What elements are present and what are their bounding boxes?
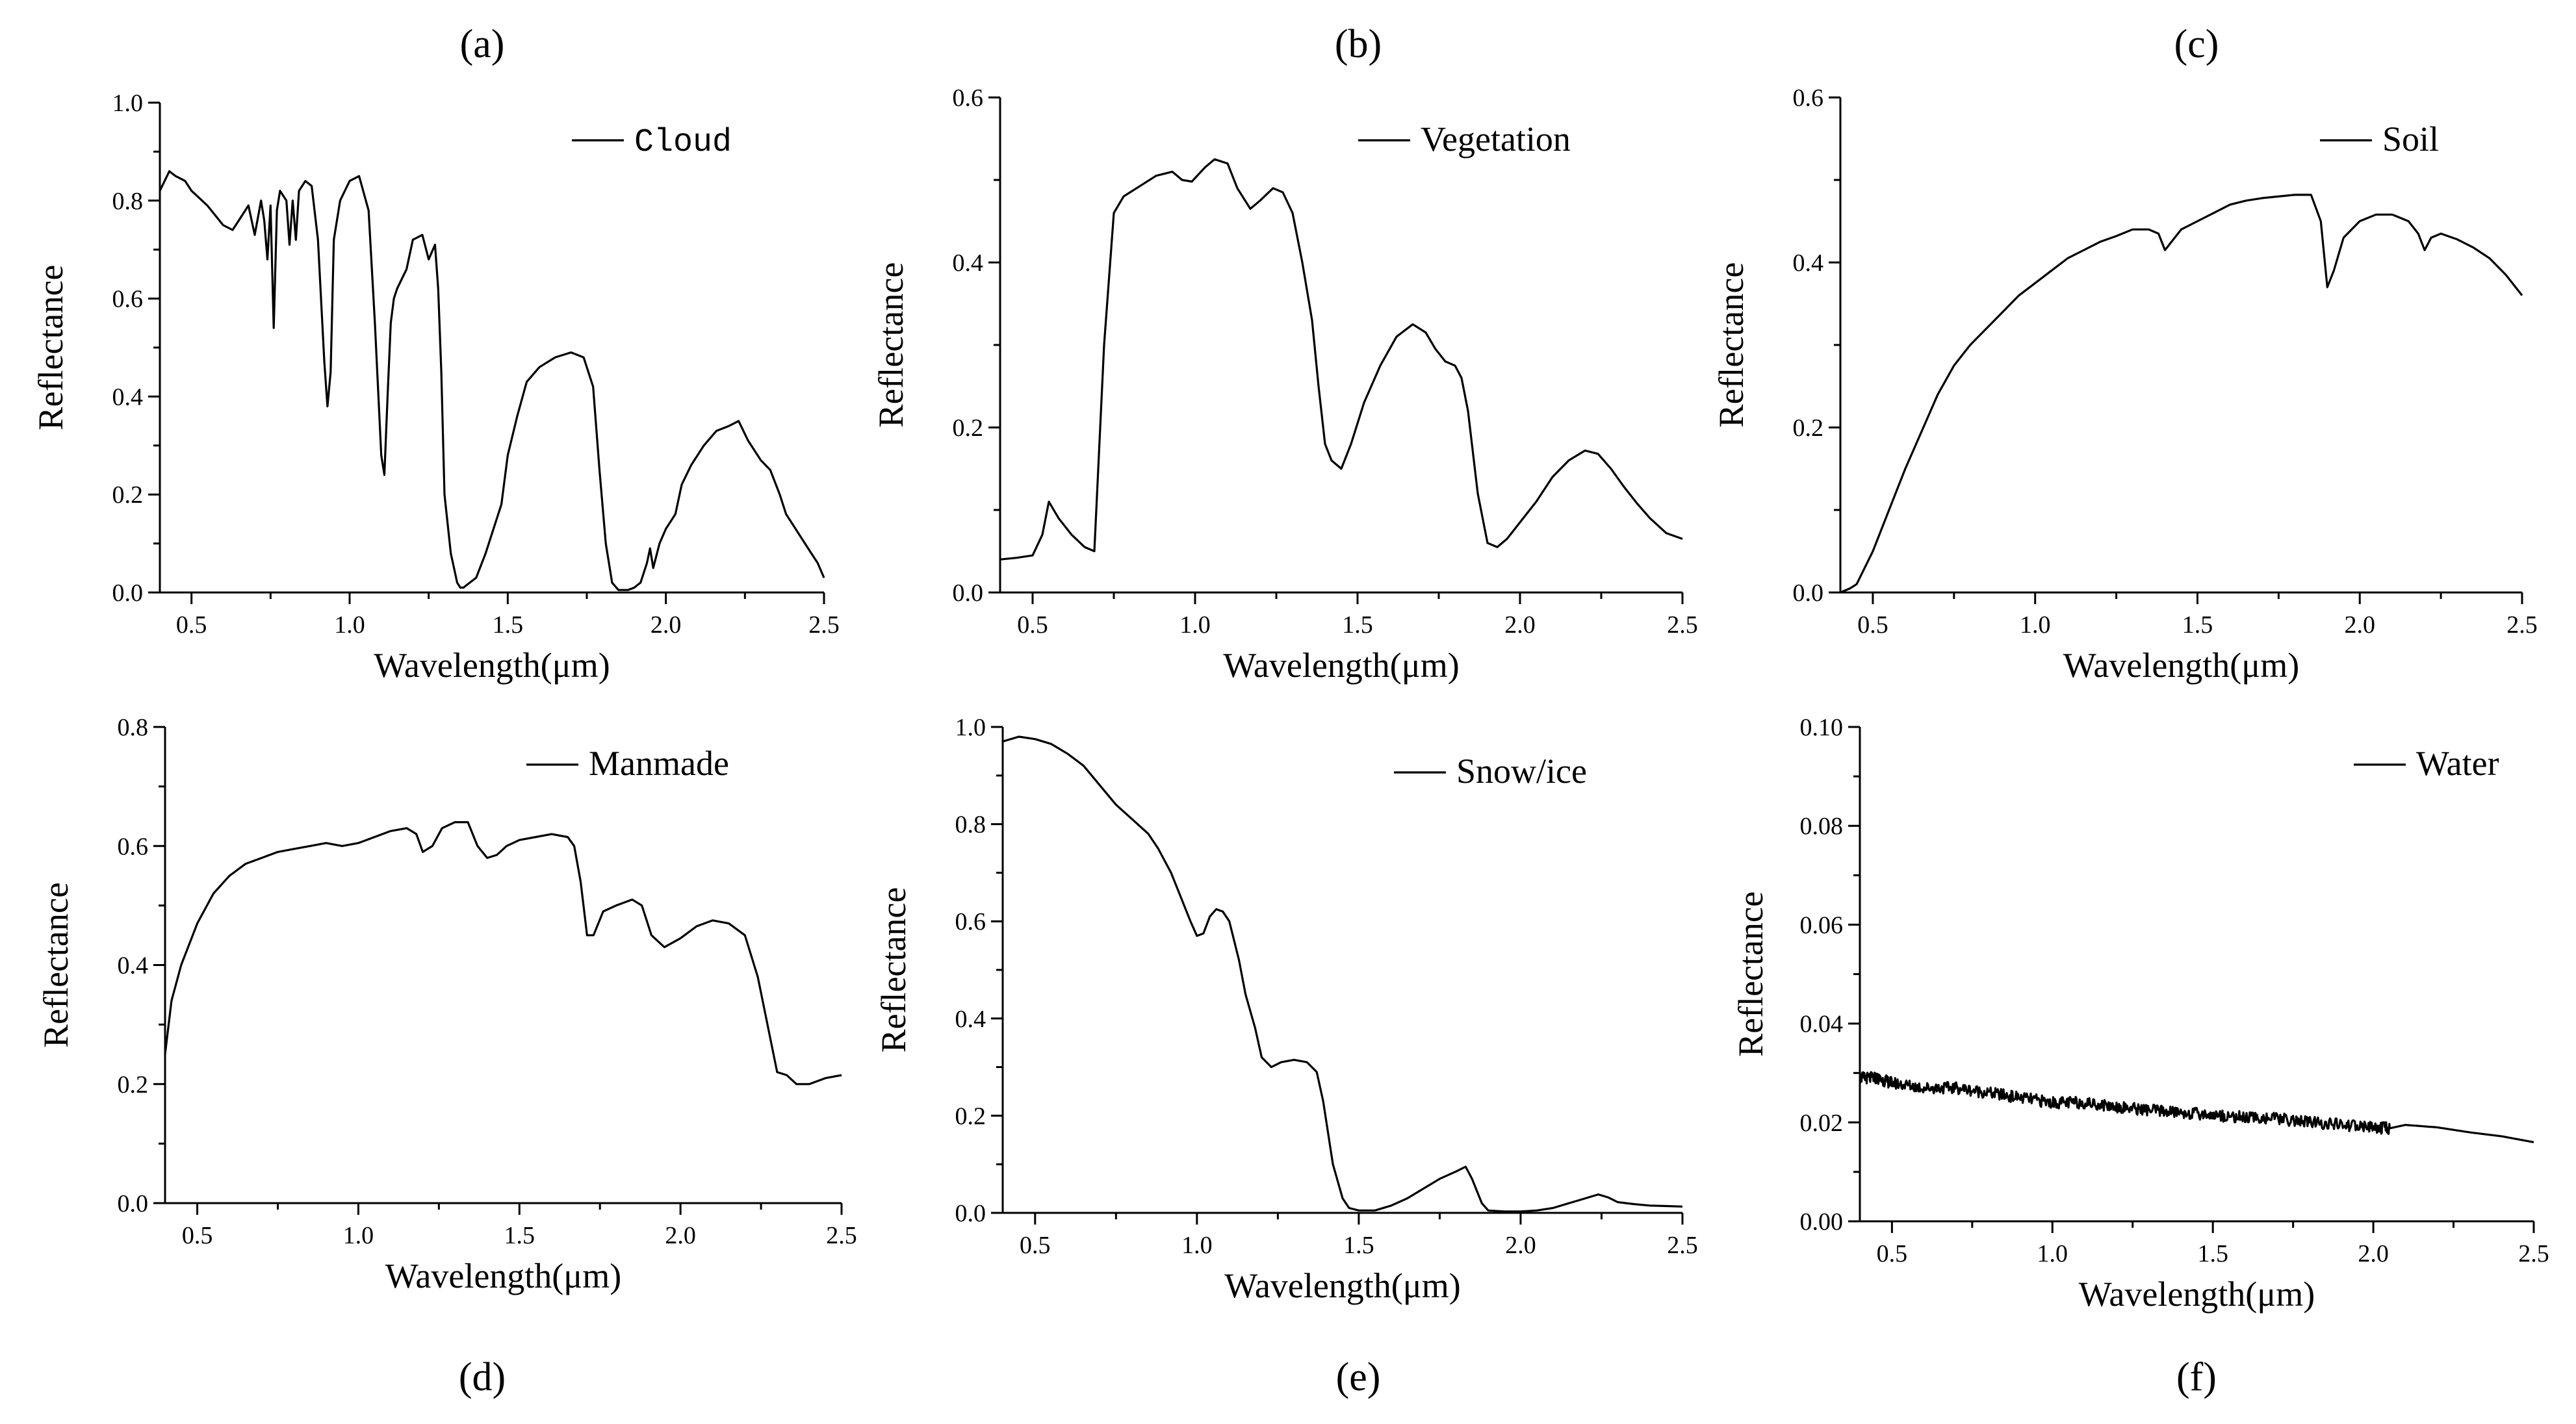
y-tick-label: 0.4	[955, 1006, 986, 1033]
x-axis-title: Wavelength(μm)	[2063, 646, 2299, 685]
y-tick-label: 0.6	[112, 286, 144, 313]
panel-label: (d)	[459, 1355, 506, 1399]
x-tick-label: 2.0	[2358, 1240, 2389, 1267]
y-tick-label: 0.6	[118, 833, 149, 860]
panel-f: 0.5 1.0 1.5 2.0 2.5 0.00 0.02 0.04 0.06 0.08 0.10 W…	[1731, 714, 2549, 1399]
series-line-water	[1859, 1071, 2534, 1143]
y-axis-title: Reflectance	[874, 887, 913, 1053]
panel-b: 0.5 1.0 1.5 2.0 2.5 0.0 0.2 0.4 0.6 Wavelength(μm…	[871, 22, 1698, 685]
x-tick-label: 0.5	[1877, 1240, 1908, 1267]
x-tick-label: 1.5	[1343, 1232, 1374, 1259]
panel-label: (c)	[2174, 22, 2219, 66]
y-tick-label: 0.2	[112, 481, 144, 509]
panel-label: (a)	[460, 22, 505, 66]
x-tick-label: 2.0	[650, 611, 682, 639]
y-axis-title: Reflectance	[871, 262, 910, 428]
x-axis-title: Wavelength(μm)	[1223, 646, 1459, 685]
legend-label: Vegetation	[1421, 120, 1571, 159]
x-tick-label: 0.5	[1857, 611, 1888, 639]
x-tick-label: 1.5	[2197, 1240, 2228, 1267]
y-tick-label: 0.4	[118, 952, 149, 980]
y-axis-title: Reflectance	[1731, 891, 1770, 1057]
y-tick-label: 0.0	[955, 1200, 986, 1227]
y-tick-label: 0.00	[1800, 1208, 1844, 1236]
panel-label: (b)	[1335, 22, 1382, 66]
panel-label: (e)	[1336, 1355, 1381, 1399]
y-tick-label: 0.8	[118, 714, 149, 741]
x-tick-label: 2.0	[2344, 611, 2375, 639]
panel-e: 0.5 1.0 1.5 2.0 2.5 0.0 0.2 0.4 0.6 0.8 1.0 Wavelen…	[874, 714, 1698, 1399]
x-tick-label: 2.0	[1504, 611, 1536, 639]
y-tick-label: 0.0	[1793, 579, 1824, 607]
y-tick-label: 0.4	[1793, 249, 1824, 277]
y-tick-label: 0.02	[1800, 1110, 1844, 1137]
x-tick-label: 1.5	[2182, 611, 2213, 639]
x-tick-label: 0.5	[176, 611, 207, 639]
x-tick-label: 0.5	[1017, 611, 1048, 639]
y-tick-label: 0.0	[953, 579, 984, 607]
legend-label: Manmade	[589, 744, 729, 783]
panel-label: (f)	[2176, 1355, 2217, 1399]
x-tick-label: 1.5	[493, 611, 524, 639]
x-axis-title: Wavelength(μm)	[385, 1256, 621, 1295]
y-axis-title: Reflectance	[31, 265, 70, 431]
x-tick-label: 2.5	[808, 611, 840, 639]
legend-label: Snow/ice	[1456, 752, 1587, 791]
panel-a: 0.5 1.0 1.5 2.0 2.5 0.0 0.2 0.4 0.6 0.8 1.0 Wavelen…	[31, 22, 840, 685]
x-tick-label: 2.5	[1667, 1232, 1698, 1259]
y-tick-label: 0.2	[118, 1071, 149, 1099]
x-axis-title: Wavelength(μm)	[2079, 1275, 2315, 1314]
series-line-cloud	[159, 170, 825, 591]
x-tick-label: 2.5	[826, 1222, 857, 1249]
x-axis-title: Wavelength(μm)	[1224, 1266, 1460, 1305]
y-tick-label: 0.2	[955, 1102, 986, 1130]
y-axis-title: Reflectance	[36, 882, 75, 1048]
legend-label: Cloud	[634, 124, 732, 161]
y-tick-label: 1.0	[112, 90, 144, 117]
x-axis-title: Wavelength(μm)	[374, 646, 610, 685]
x-tick-label: 1.0	[2037, 1240, 2068, 1267]
y-tick-label: 0.6	[1793, 84, 1824, 112]
x-tick-label: 0.5	[182, 1222, 213, 1249]
y-axis-title: Reflectance	[1712, 262, 1751, 428]
y-tick-label: 0.04	[1800, 1011, 1844, 1038]
x-tick-label: 2.0	[1505, 1232, 1536, 1259]
series-line-snow-ice	[1002, 735, 1683, 1213]
series-line-manmade	[164, 821, 842, 1086]
y-tick-label: 0.2	[1793, 414, 1824, 442]
y-tick-label: 0.6	[955, 908, 986, 935]
x-tick-label: 2.5	[1667, 611, 1698, 639]
y-tick-label: 0.4	[112, 383, 144, 411]
y-tick-label: 0.8	[955, 811, 986, 839]
legend-label: Water	[2416, 744, 2499, 783]
y-tick-label: 0.08	[1800, 813, 1844, 840]
panel-d: 0.5 1.0 1.5 2.0 2.5 0.0 0.2 0.4 0.6 0.8 Wavelength…	[36, 714, 857, 1399]
series-line-vegetation	[999, 158, 1683, 561]
y-tick-label: 0.0	[118, 1190, 149, 1217]
y-tick-label: 0.6	[953, 84, 984, 112]
y-tick-label: 0.06	[1800, 911, 1844, 939]
x-tick-label: 1.0	[334, 611, 365, 639]
x-tick-label: 2.5	[2506, 611, 2538, 639]
x-tick-label: 1.5	[1342, 611, 1373, 639]
x-tick-label: 0.5	[1020, 1232, 1051, 1259]
y-tick-label: 0.4	[953, 249, 984, 277]
x-tick-label: 1.0	[1179, 611, 1211, 639]
panel-c: 0.5 1.0 1.5 2.0 2.5 0.0 0.2 0.4 0.6 Wavelength(μm…	[1712, 22, 2538, 685]
y-tick-label: 0.2	[953, 414, 984, 442]
y-tick-label: 0.8	[112, 188, 144, 215]
y-tick-label: 0.10	[1800, 714, 1844, 741]
x-tick-label: 2.0	[665, 1222, 696, 1249]
y-tick-label: 1.0	[955, 714, 986, 741]
x-tick-label: 1.0	[343, 1222, 374, 1249]
y-tick-label: 0.0	[112, 579, 144, 607]
x-tick-label: 1.0	[1181, 1232, 1213, 1259]
x-tick-label: 1.0	[2020, 611, 2051, 639]
legend-label: Soil	[2382, 120, 2439, 159]
series-line-soil	[1840, 194, 2523, 594]
x-tick-label: 1.5	[504, 1222, 535, 1249]
x-tick-label: 2.5	[2518, 1240, 2549, 1267]
